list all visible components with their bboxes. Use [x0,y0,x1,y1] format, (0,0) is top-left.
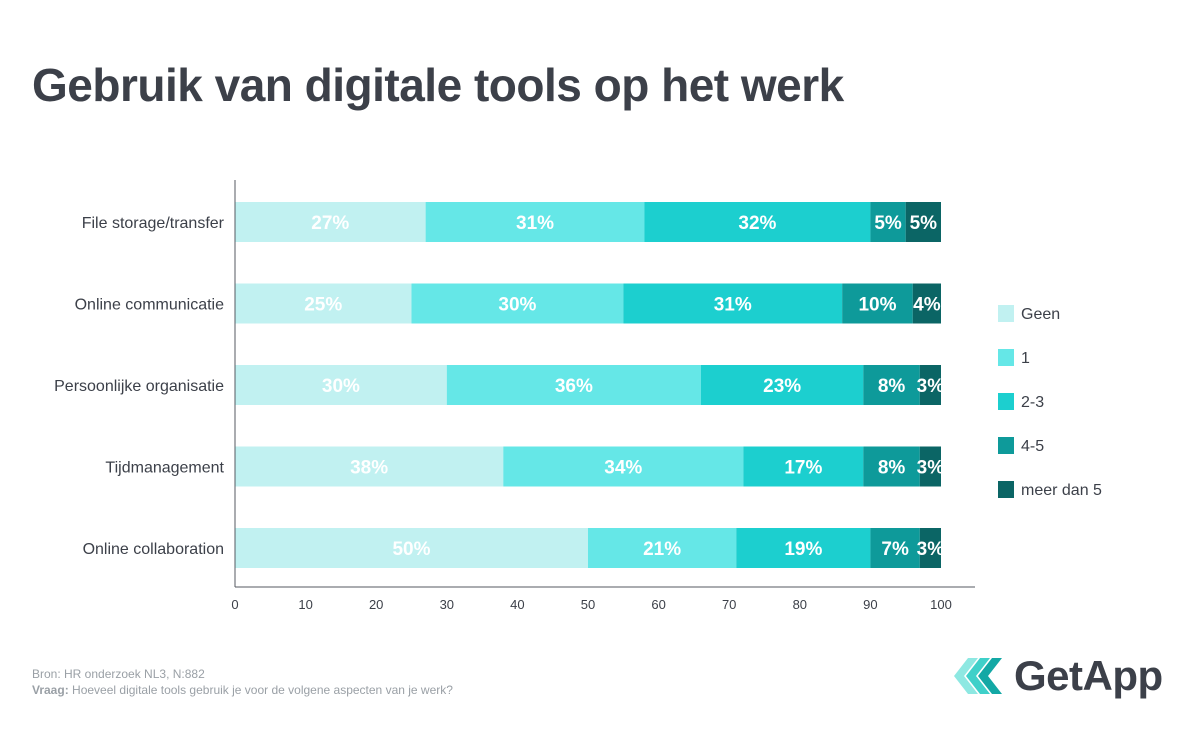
data-label-file-storage-transfer-4-5: 5% [874,213,902,234]
data-label-persoonlijke-organisatie-meer-dan-5: 3% [917,376,945,397]
x-tick-label-20: 20 [369,597,383,612]
legend-swatch-meer-dan-5 [998,481,1014,498]
x-tick-label-100: 100 [930,597,952,612]
getapp-logo-icon [954,658,1002,694]
category-label-online-collaboration: Online collaboration [83,541,224,558]
bar-segment-online-collaboration-meer-dan-5 [919,528,941,568]
bar-segment-tijdmanagement-4-5 [863,446,920,487]
data-label-file-storage-transfer-meer-dan-5: 5% [910,213,938,234]
x-tick-label-30: 30 [440,597,454,612]
bar-segment-tijdmanagement-geen [235,446,504,487]
bar-segment-persoonlijke-organisatie-2-3 [700,365,864,405]
bar-segment-online-communicatie-4-5 [842,283,913,324]
bar-segment-file-storage-transfer-meer-dan-5 [905,202,941,242]
bar-segment-online-collaboration-geen [235,528,588,568]
x-tick-label-60: 60 [651,597,665,612]
legend-label-geen: Geen [1021,306,1060,323]
data-label-online-collaboration-geen: 50% [392,539,430,560]
x-tick-label-0: 0 [231,597,238,612]
bar-segment-persoonlijke-organisatie-meer-dan-5 [919,365,941,405]
chart-title: Gebruik van digitale tools op het werk [32,59,844,111]
data-label-online-communicatie-1: 30% [498,295,536,316]
data-label-online-communicatie-meer-dan-5: 4% [913,295,941,316]
data-label-online-collaboration-meer-dan-5: 3% [917,539,945,560]
legend-label-2-3: 2-3 [1021,394,1044,411]
legend-swatch-2-3 [998,393,1014,410]
legend-label-meer-dan-5: meer dan 5 [1021,482,1102,499]
bar-segment-file-storage-transfer-4-5 [870,202,906,242]
question-label: Vraag: [32,683,69,697]
bar-segment-file-storage-transfer-1 [425,202,645,242]
data-label-file-storage-transfer-2-3: 32% [738,213,776,234]
legend-swatch-1 [998,349,1014,366]
data-label-tijdmanagement-4-5: 8% [878,458,906,479]
bar-segment-tijdmanagement-meer-dan-5 [919,446,941,487]
category-label-tijdmanagement: Tijdmanagement [105,460,224,477]
data-label-online-communicatie-4-5: 10% [858,295,896,316]
data-label-persoonlijke-organisatie-4-5: 8% [878,376,906,397]
bar-segment-tijdmanagement-2-3 [743,446,864,487]
x-tick-label-40: 40 [510,597,524,612]
data-label-tijdmanagement-geen: 38% [350,458,388,479]
data-label-file-storage-transfer-1: 31% [516,213,554,234]
bar-segment-online-communicatie-1 [411,283,624,324]
bar-segment-online-communicatie-meer-dan-5 [912,283,941,324]
bar-segment-online-communicatie-2-3 [623,283,843,324]
bar-segment-online-collaboration-1 [588,528,737,568]
bar-segment-persoonlijke-organisatie-geen [235,365,447,405]
data-label-tijdmanagement-2-3: 17% [784,458,822,479]
category-label-persoonlijke-organisatie: Persoonlijke organisatie [54,378,224,395]
data-label-online-communicatie-geen: 25% [304,295,342,316]
bar-segment-file-storage-transfer-geen [235,202,426,242]
legend-label-1: 1 [1021,350,1030,367]
data-label-persoonlijke-organisatie-2-3: 23% [763,376,801,397]
data-label-tijdmanagement-meer-dan-5: 3% [917,458,945,479]
legend-label-4-5: 4-5 [1021,438,1044,455]
data-label-online-collaboration-2-3: 19% [784,539,822,560]
source-note: Bron: HR onderzoek NL3, N:882 [32,667,205,681]
bar-segment-tijdmanagement-1 [503,446,744,487]
bar-segment-online-communicatie-geen [235,283,412,324]
data-label-online-collaboration-4-5: 7% [881,539,909,560]
x-tick-label-70: 70 [722,597,736,612]
bar-segment-persoonlijke-organisatie-4-5 [863,365,920,405]
data-label-tijdmanagement-1: 34% [604,458,642,479]
bar-segment-file-storage-transfer-2-3 [644,202,871,242]
x-tick-label-80: 80 [793,597,807,612]
bar-segment-online-collaboration-4-5 [870,528,920,568]
data-label-persoonlijke-organisatie-geen: 30% [322,376,360,397]
question-text: Hoeveel digitale tools gebruik je voor d… [72,683,453,697]
legend-swatch-geen [998,305,1014,322]
data-label-online-collaboration-1: 21% [643,539,681,560]
getapp-logo-text: GetApp [1014,652,1163,699]
question-note: Vraag: Hoeveel digitale tools gebruik je… [32,683,453,697]
bar-segment-persoonlijke-organisatie-1 [446,365,701,405]
stacked-bar-chart: 27% 31% 32% 5% 5% 25% 30% 31% 10% 4% 30% 36% 23% 8% 3%… [54,180,1102,612]
bar-segment-online-collaboration-2-3 [736,528,871,568]
x-tick-label-90: 90 [863,597,877,612]
data-label-file-storage-transfer-geen: 27% [311,213,349,234]
x-tick-label-50: 50 [581,597,595,612]
legend-swatch-4-5 [998,437,1014,454]
getapp-logo: GetApp [952,652,1163,700]
category-label-file-storage-transfer: File storage/transfer [82,215,225,232]
x-tick-label-10: 10 [298,597,312,612]
category-label-online-communicatie: Online communicatie [75,297,225,314]
data-label-persoonlijke-organisatie-1: 36% [555,376,593,397]
data-label-online-communicatie-2-3: 31% [714,295,752,316]
